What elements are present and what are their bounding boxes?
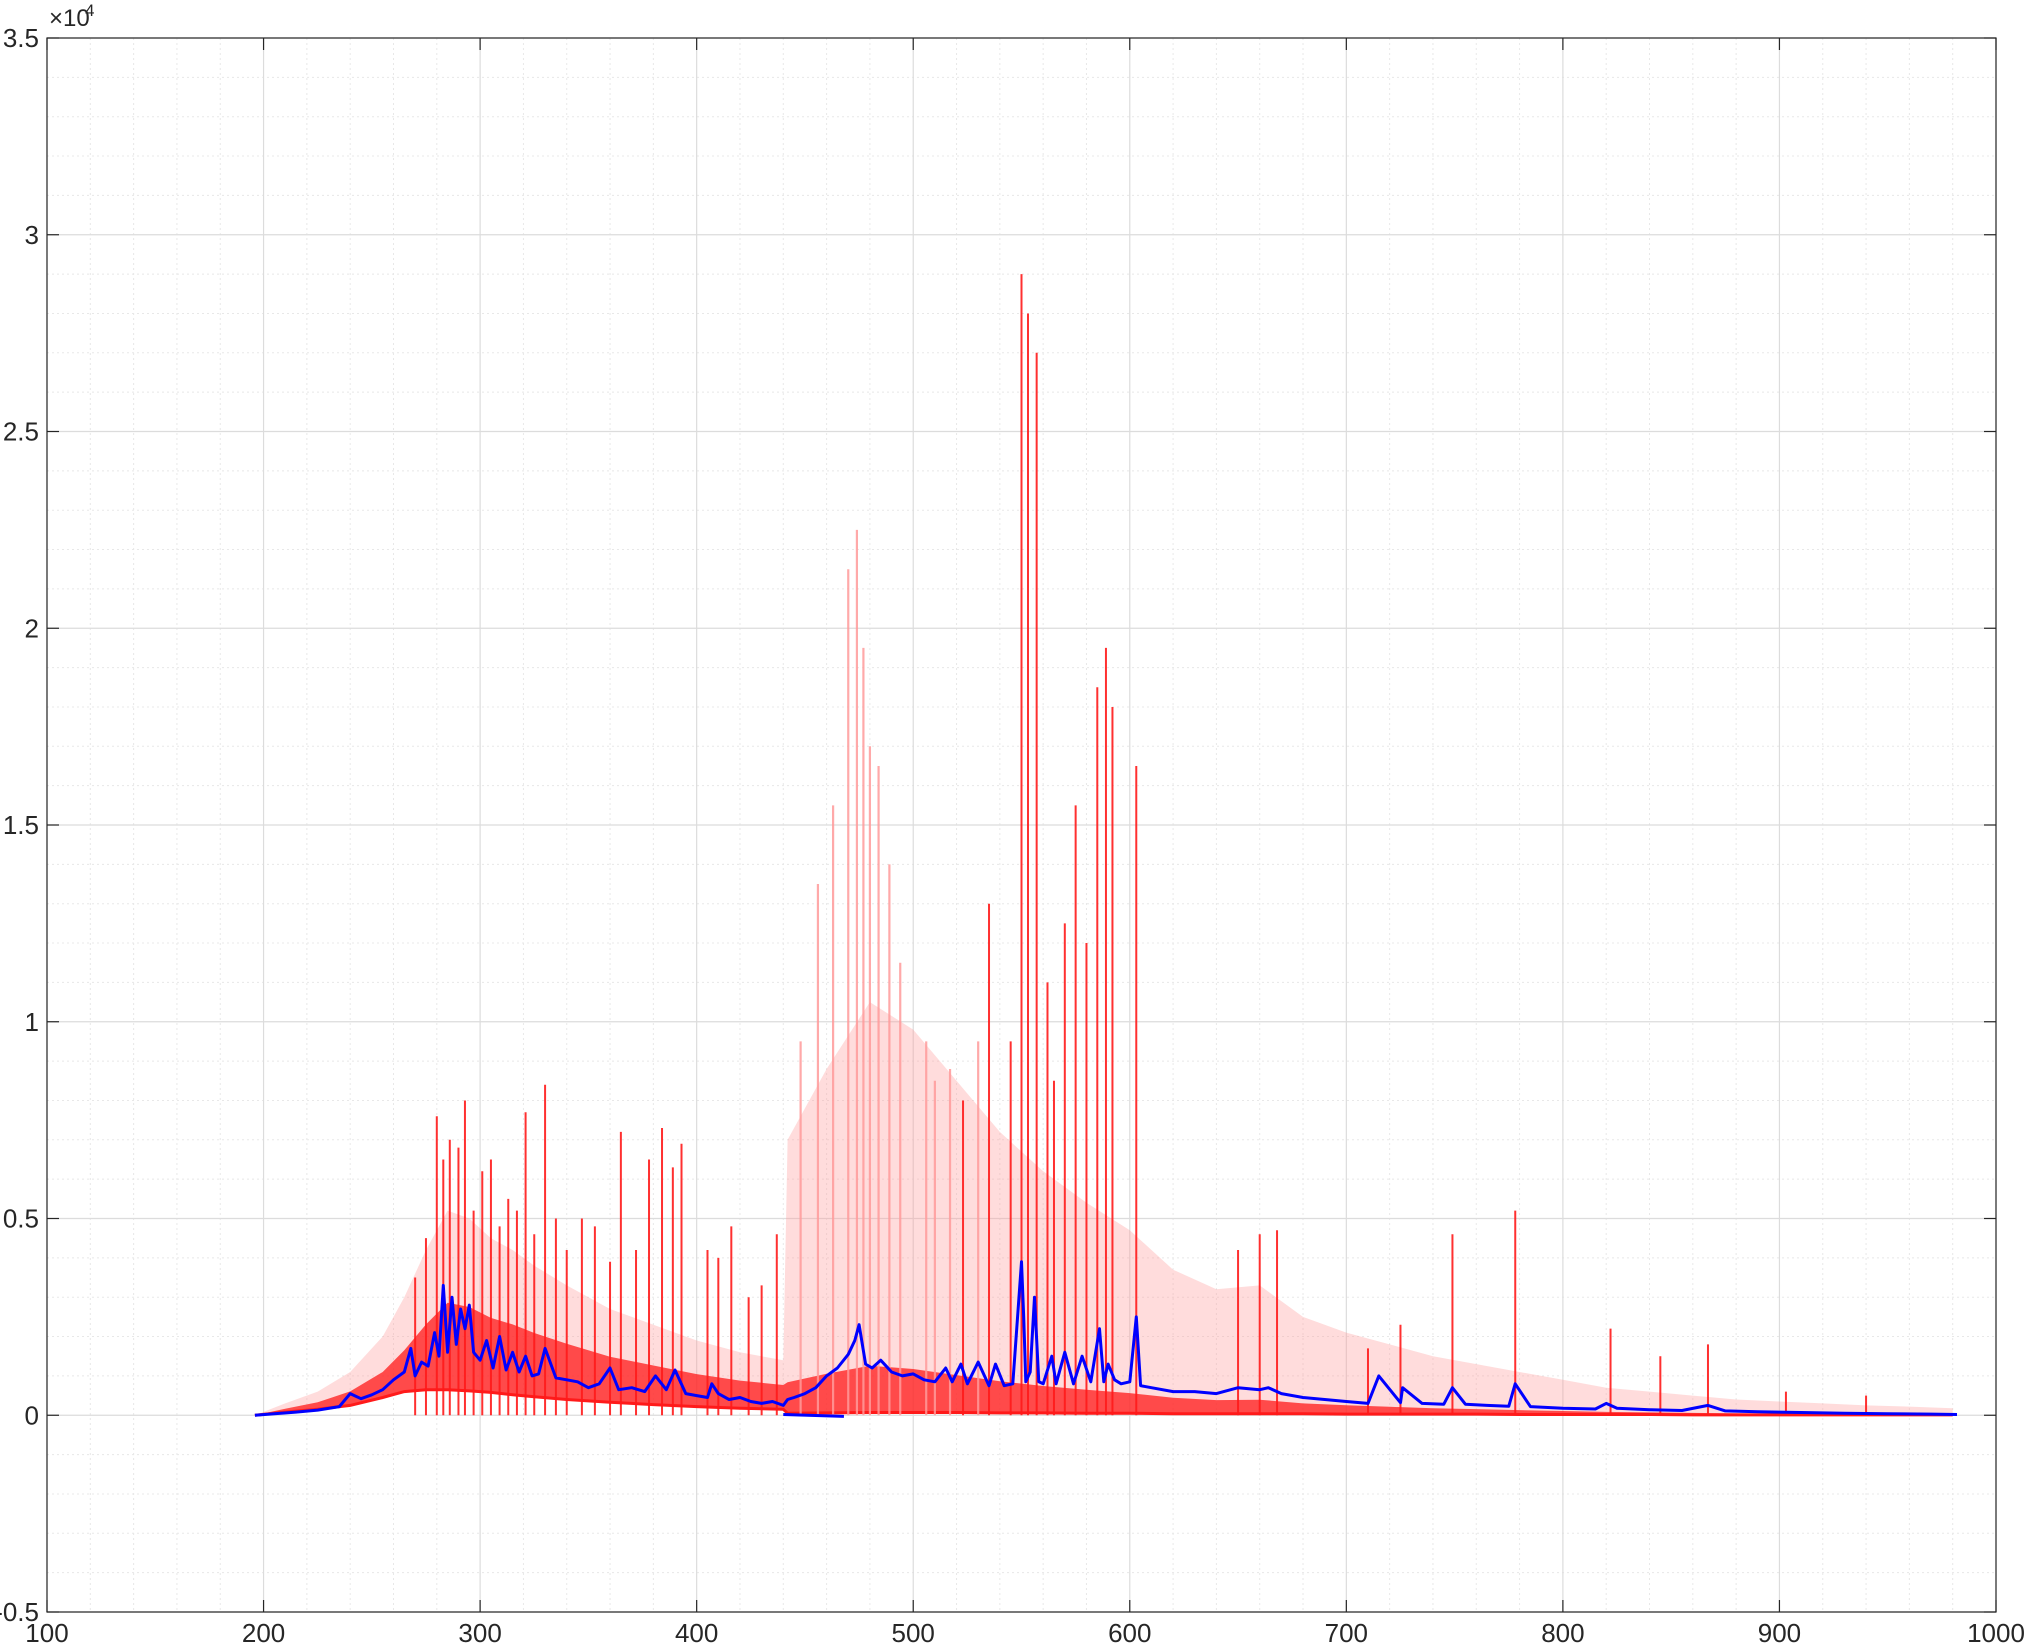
x-tick-label: 100 (25, 1618, 68, 1648)
y-tick-label: 0 (25, 1400, 39, 1430)
x-tick-label: 800 (1541, 1618, 1584, 1648)
x-tick-label: 700 (1325, 1618, 1368, 1648)
x-tick-labels: 100 200 300 400 500 600 700 800 900 1000 (25, 1618, 2025, 1648)
blue-offset-segment (783, 1412, 844, 1418)
red-spectra-core (254, 1302, 1953, 1416)
y-tick-label: 3 (25, 220, 39, 250)
y-tick-labels: -0.5 0 0.5 1 1.5 2 2.5 3 3.5 (0, 23, 39, 1627)
y-tick-label: 1 (25, 1007, 39, 1037)
x-tick-label: 300 (458, 1618, 501, 1648)
y-tick-label: 1.5 (3, 810, 39, 840)
y-tick-label: 3.5 (3, 23, 39, 53)
y-exponent-label: ×10 (49, 5, 90, 32)
x-tick-label: 1000 (1967, 1618, 2025, 1648)
y-tick-label: 2 (25, 613, 39, 643)
data-layer (254, 274, 1958, 1418)
y-tick-label: -0.5 (0, 1597, 39, 1627)
y-tick-label: 2.5 (3, 417, 39, 447)
y-tick-label: 0.5 (3, 1204, 39, 1234)
x-tick-label: 900 (1758, 1618, 1801, 1648)
blue-mean-line (254, 1260, 1958, 1417)
y-exponent-power: 4 (85, 1, 94, 20)
axis-ticks (46, 37, 1997, 1613)
x-tick-label: 200 (242, 1618, 285, 1648)
x-tick-label: 600 (1108, 1618, 1151, 1648)
x-tick-label: 400 (675, 1618, 718, 1648)
x-tick-label: 500 (892, 1618, 935, 1648)
